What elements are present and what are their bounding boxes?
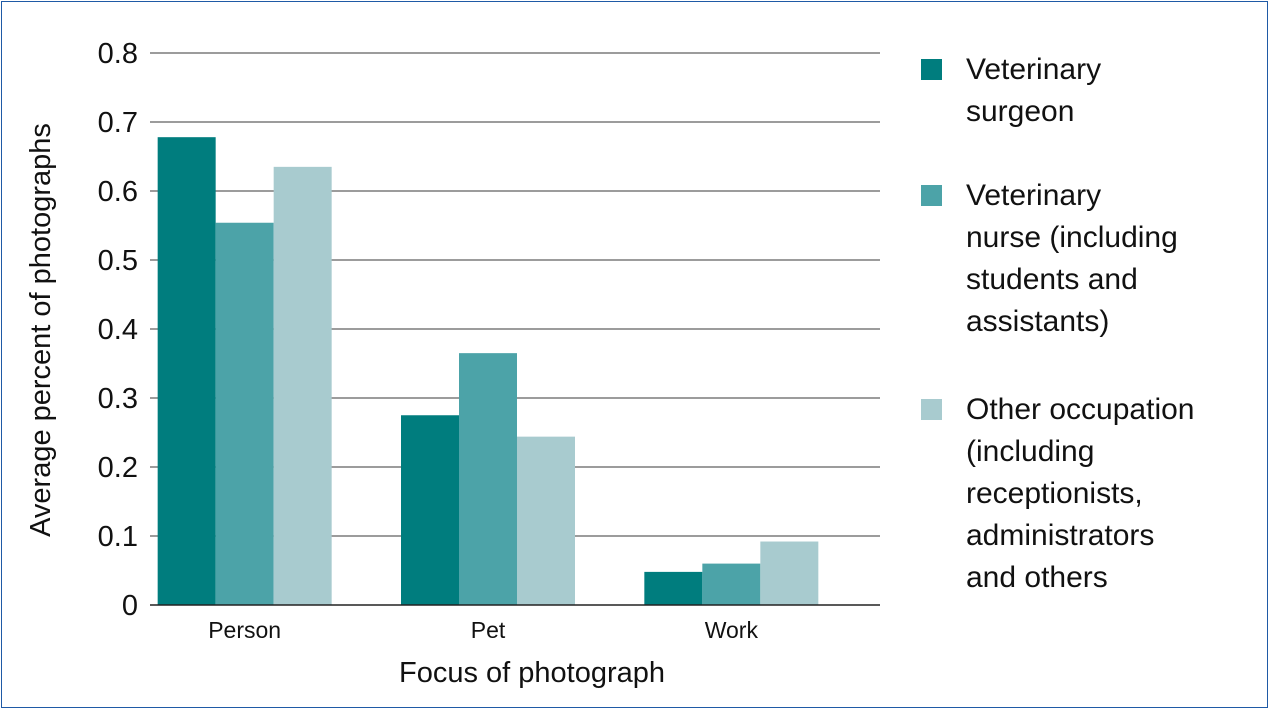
x-category-label: Pet [471, 617, 506, 643]
legend-label-line: (including [966, 435, 1094, 468]
y-axis-ticks: 0 0.1 0.2 0.3 0.4 0.5 0.6 0.7 0.8 [98, 38, 138, 622]
legend-label-line: students and [966, 263, 1138, 296]
legend-label-line: administrators [966, 519, 1154, 552]
bar-pet-series-1 [401, 415, 459, 605]
y-tick-label: 0.2 [98, 452, 138, 484]
x-axis-categories: Person Pet Work [208, 617, 758, 643]
legend-label-line: and others [966, 561, 1108, 594]
bar-person-series-1 [157, 137, 216, 605]
legend-label-line: Other occupation [966, 393, 1194, 426]
legend-label-line: surgeon [966, 95, 1074, 128]
bar-work-series-3 [760, 541, 819, 605]
bar-work-series-2 [702, 563, 761, 605]
y-axis-title: Average percent of photographs [25, 123, 57, 537]
x-category-label: Person [208, 617, 281, 643]
x-category-label: Work [705, 617, 759, 643]
y-tick-label: 0.4 [98, 314, 138, 346]
bar-person-series-3 [273, 166, 332, 605]
y-tick-label: 0.6 [98, 176, 138, 208]
legend-label-line: assistants) [966, 305, 1109, 338]
bar-person-series-2 [215, 222, 274, 606]
y-tick-label: 0.8 [98, 38, 138, 70]
y-tick-label: 0 [122, 590, 138, 622]
y-tick-label: 0.5 [98, 245, 138, 277]
legend: Veterinary surgeon Veterinary nurse (includ… [921, 53, 1194, 594]
y-tick-label: 0.7 [98, 107, 138, 139]
legend-swatch [921, 399, 942, 420]
y-tick-label: 0.3 [98, 383, 138, 415]
bar-pet-series-2 [459, 353, 517, 605]
legend-label-line: nurse (including [966, 221, 1178, 254]
legend-swatch [921, 185, 942, 206]
y-tick-label: 0.1 [98, 521, 138, 553]
bar-work-series-1 [644, 571, 703, 605]
bars [157, 137, 819, 606]
legend-swatch [921, 59, 942, 80]
legend-label-line: Veterinary [966, 179, 1101, 212]
x-axis-title: Focus of photograph [399, 657, 665, 689]
bar-pet-series-3 [517, 436, 575, 605]
legend-label-line: Veterinary [966, 53, 1101, 86]
legend-label-line: receptionists, [966, 477, 1143, 510]
